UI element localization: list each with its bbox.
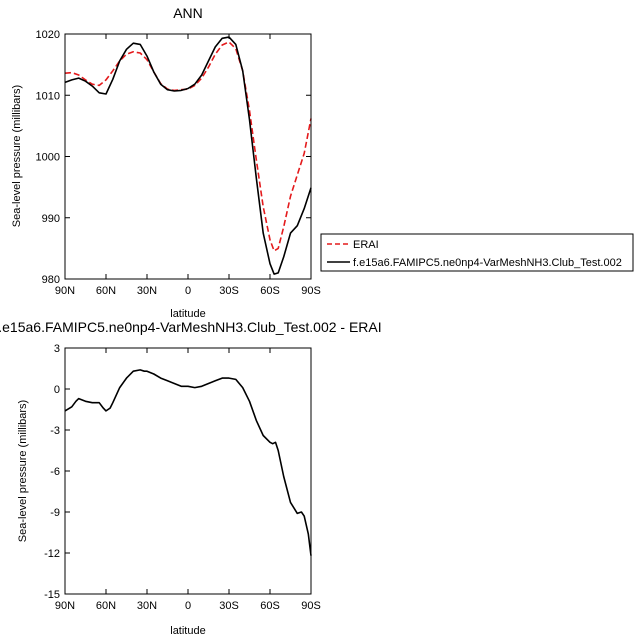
bottom-x-tick-label: 30N <box>137 600 157 612</box>
bottom-x-tick-label: 0 <box>185 600 191 612</box>
bottom-series-line-1 <box>64 369 312 556</box>
legend-label-model: f.e15a6.FAMIPC5.ne0np4-VarMeshNH3.Club_T… <box>353 257 622 269</box>
bottom-y-tick-label: -3 <box>50 425 60 437</box>
bottom-x-tick-label: 30S <box>219 600 239 612</box>
bottom-y-tick-label: -15 <box>44 589 60 601</box>
bottom-y-tick-label: 0 <box>54 384 60 396</box>
top-y-tick-label: 990 <box>42 213 60 225</box>
top-series-line-2 <box>64 36 312 275</box>
top-x-tick-label: 60N <box>96 285 116 297</box>
bottom-chart-title: f.e15a6.FAMIPC5.ne0np4-VarMeshNH3.Club_T… <box>0 319 382 335</box>
top-plot-frame <box>64 33 312 280</box>
bottom-plot-frame <box>64 347 312 595</box>
top-x-axis-label: latitude <box>170 308 205 320</box>
bottom-chart-panel: f.e15a6.FAMIPC5.ne0np4-VarMeshNH3.Club_T… <box>0 319 382 637</box>
top-y-axis-label: Sea-level pressure (millibars) <box>11 85 23 227</box>
top-y-tick-label: 1020 <box>36 29 60 41</box>
top-series-line-1 <box>64 41 312 252</box>
legend-label-erai: ERAI <box>353 239 379 251</box>
top-x-tick-label: 60S <box>260 285 280 297</box>
top-series-layer <box>64 36 312 275</box>
top-y-tick-label: 1010 <box>36 90 60 102</box>
top-axis-ticks: 90N 60N 30N 0 30S 60S 90S 980 990 1000 1010 1020 <box>36 29 321 297</box>
bottom-x-tick-label: 90S <box>301 600 321 612</box>
bottom-y-tick-label: -6 <box>50 466 60 478</box>
top-x-tick-label: 30N <box>137 285 157 297</box>
top-x-tick-label: 90N <box>55 285 75 297</box>
bottom-y-tick-label: 3 <box>54 343 60 355</box>
bottom-y-axis-label: Sea-level pressure (millibars) <box>17 400 29 542</box>
legend-box <box>320 233 634 272</box>
bottom-series-layer <box>64 369 312 556</box>
bottom-y-tick-label: -12 <box>44 548 60 560</box>
bottom-x-tick-label: 90N <box>55 600 75 612</box>
top-chart-title: ANN <box>173 5 203 21</box>
legend: ERAI f.e15a6.FAMIPC5.ne0np4-VarMeshNH3.C… <box>320 233 634 272</box>
top-x-tick-label: 0 <box>185 285 191 297</box>
top-x-tick-label: 30S <box>219 285 239 297</box>
bottom-x-tick-label: 60S <box>260 600 280 612</box>
top-x-tick-label: 90S <box>301 285 321 297</box>
top-chart-panel: ANN 90N 60N 30N 0 30S 60S 90S 980 990 1000 1010 102… <box>11 5 321 320</box>
bottom-axis-ticks: 90N 60N 30N 0 30S 60S 90S -15 -12 -9 -6 -3 0 3 <box>44 343 321 612</box>
bottom-y-tick-label: -9 <box>50 507 60 519</box>
top-y-tick-label: 980 <box>42 274 60 286</box>
bottom-x-axis-label: latitude <box>170 625 205 637</box>
bottom-x-tick-label: 60N <box>96 600 116 612</box>
top-y-tick-label: 1000 <box>36 152 60 164</box>
